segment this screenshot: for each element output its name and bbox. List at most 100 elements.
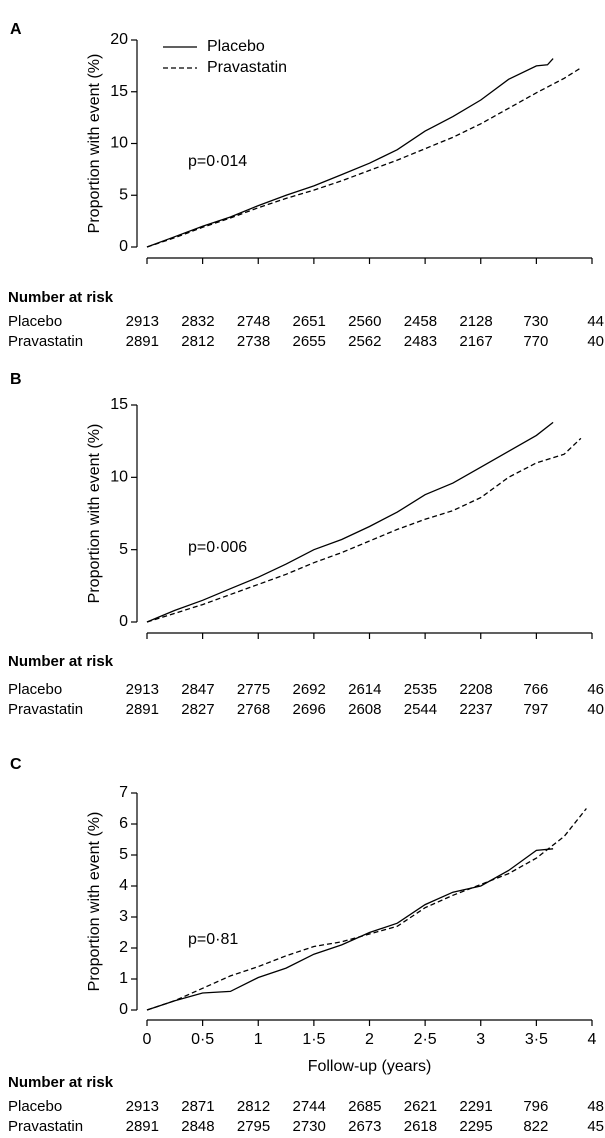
risk-value: 2812 xyxy=(237,1098,270,1115)
y-tick-label: 4 xyxy=(119,877,128,894)
legend-label: Placebo xyxy=(207,38,265,55)
risk-value: 2692 xyxy=(293,681,326,698)
risk-value: 45 xyxy=(587,1118,604,1135)
risk-value: 2651 xyxy=(293,313,326,330)
risk-row-name: Placebo xyxy=(8,313,62,330)
series-line xyxy=(146,58,554,248)
legend-label: Pravastatin xyxy=(207,59,287,76)
risk-value: 2891 xyxy=(126,701,159,718)
y-tick-label: 10 xyxy=(110,469,128,486)
risk-value: 796 xyxy=(523,1098,548,1115)
risk-value: 2738 xyxy=(237,333,270,350)
risk-value: 797 xyxy=(523,701,548,718)
risk-value: 770 xyxy=(523,333,548,350)
annotation: p=0·006 xyxy=(188,539,247,556)
risk-row-name: Placebo xyxy=(8,1098,62,1115)
series-line xyxy=(146,437,582,623)
risk-value: 40 xyxy=(587,333,604,350)
risk-value: 2913 xyxy=(126,1098,159,1115)
risk-value: 46 xyxy=(587,681,604,698)
risk-value: 2913 xyxy=(126,681,159,698)
risk-value: 2608 xyxy=(348,701,381,718)
y-tick-label: 0 xyxy=(119,238,128,255)
risk-value: 2535 xyxy=(404,681,437,698)
x-tick-label: 0 xyxy=(143,1031,152,1048)
risk-value: 2614 xyxy=(348,681,381,698)
risk-value: 2848 xyxy=(181,1118,214,1135)
risk-row-name: Placebo xyxy=(8,681,62,698)
risk-table-title: Number at risk xyxy=(8,653,114,670)
y-tick-label: 0 xyxy=(119,613,128,630)
risk-value: 2832 xyxy=(181,313,214,330)
risk-table-title: Number at risk xyxy=(8,1074,114,1091)
risk-value: 730 xyxy=(523,313,548,330)
risk-value: 2871 xyxy=(181,1098,214,1115)
risk-value: 2768 xyxy=(237,701,270,718)
risk-value: 2621 xyxy=(404,1098,437,1115)
risk-row-name: Pravastatin xyxy=(8,701,83,718)
risk-value: 2562 xyxy=(348,333,381,350)
annotation: p=0·014 xyxy=(188,153,247,170)
risk-value: 2167 xyxy=(459,333,492,350)
y-tick-label: 5 xyxy=(119,846,128,863)
y-tick-label: 10 xyxy=(110,135,128,152)
risk-value: 2128 xyxy=(459,313,492,330)
y-tick-label: 1 xyxy=(119,970,128,987)
y-tick-label: 6 xyxy=(119,815,128,832)
risk-value: 2744 xyxy=(293,1098,326,1115)
risk-value: 48 xyxy=(587,1098,604,1115)
risk-value: 2655 xyxy=(293,333,326,350)
risk-table-title: Number at risk xyxy=(8,289,114,306)
risk-value: 2291 xyxy=(459,1098,492,1115)
x-tick-label: 3 xyxy=(476,1031,485,1048)
x-tick-label: 1 xyxy=(254,1031,263,1048)
series-line xyxy=(146,848,554,1011)
risk-row-name: Pravastatin xyxy=(8,1118,83,1135)
annotation: p=0·81 xyxy=(188,931,238,948)
risk-value: 766 xyxy=(523,681,548,698)
risk-value: 2458 xyxy=(404,313,437,330)
y-axis-label: Proportion with event (%) xyxy=(86,424,103,604)
risk-value: 2913 xyxy=(126,313,159,330)
risk-value: 44 xyxy=(587,313,604,330)
panel-label: C xyxy=(10,756,22,773)
risk-row-name: Pravastatin xyxy=(8,333,83,350)
risk-value: 2544 xyxy=(404,701,437,718)
risk-value: 2847 xyxy=(181,681,214,698)
panel-label: A xyxy=(10,21,22,38)
series-line xyxy=(146,421,554,623)
risk-value: 822 xyxy=(523,1118,548,1135)
y-tick-label: 15 xyxy=(110,83,128,100)
y-tick-label: 15 xyxy=(110,396,128,413)
risk-value: 2812 xyxy=(181,333,214,350)
y-tick-label: 7 xyxy=(119,784,128,801)
y-tick-label: 5 xyxy=(119,541,128,558)
y-tick-label: 3 xyxy=(119,908,128,925)
x-tick-label: 2 xyxy=(365,1031,374,1048)
series-line xyxy=(146,808,587,1011)
y-axis-label: Proportion with event (%) xyxy=(86,812,103,992)
risk-value: 2748 xyxy=(237,313,270,330)
x-axis-label: Follow-up (years) xyxy=(308,1058,432,1075)
x-tick-label: 1·5 xyxy=(302,1031,325,1048)
y-tick-label: 5 xyxy=(119,186,128,203)
risk-value: 2891 xyxy=(126,333,159,350)
risk-value: 2237 xyxy=(459,701,492,718)
risk-value: 2295 xyxy=(459,1118,492,1135)
x-tick-label: 0·5 xyxy=(191,1031,214,1048)
risk-value: 2673 xyxy=(348,1118,381,1135)
y-tick-label: 20 xyxy=(110,31,128,48)
risk-value: 2730 xyxy=(293,1118,326,1135)
risk-value: 2795 xyxy=(237,1118,270,1135)
risk-value: 2827 xyxy=(181,701,214,718)
risk-value: 2685 xyxy=(348,1098,381,1115)
y-axis-label: Proportion with event (%) xyxy=(86,54,103,234)
risk-value: 40 xyxy=(587,701,604,718)
risk-value: 2208 xyxy=(459,681,492,698)
risk-value: 2696 xyxy=(293,701,326,718)
y-tick-label: 0 xyxy=(119,1001,128,1018)
risk-value: 2483 xyxy=(404,333,437,350)
x-tick-label: 2·5 xyxy=(414,1031,437,1048)
